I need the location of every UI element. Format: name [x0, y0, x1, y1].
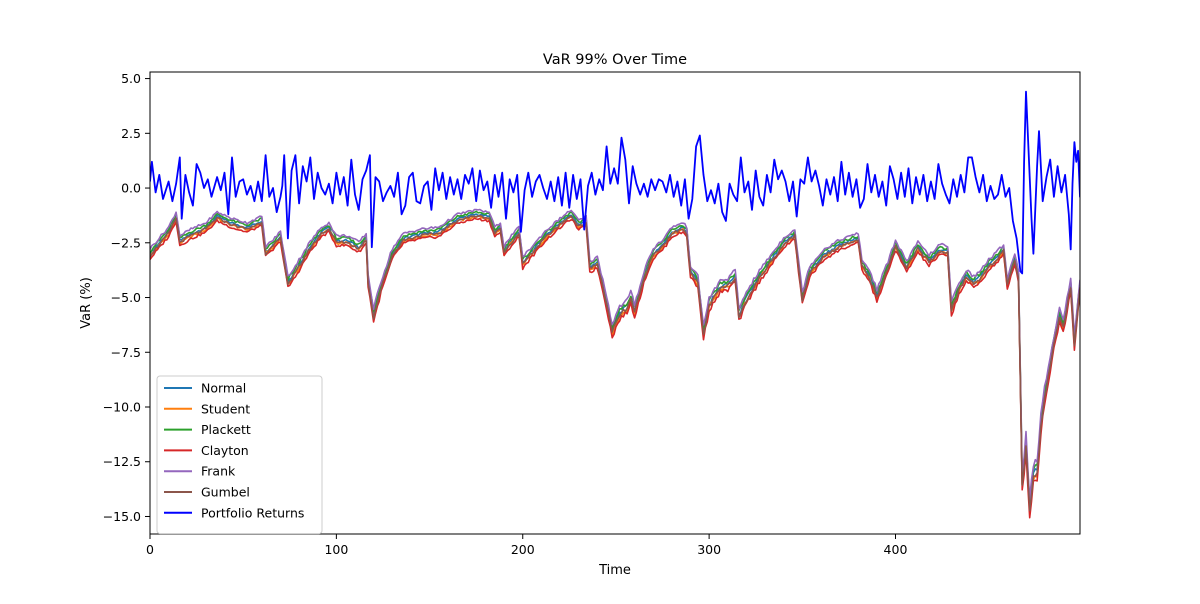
legend: Normal Student Plackett Clayton Frank Gumbel P…: [156, 375, 323, 535]
plot-frame: [149, 71, 1081, 535]
x-axis-label: Time: [598, 563, 631, 578]
legend-label: Clayton: [201, 443, 249, 458]
legend-label: Normal: [201, 381, 246, 396]
x-tick-label: 400: [884, 542, 908, 557]
legend-label: Portfolio Returns: [201, 505, 304, 520]
axes-layer: 0 100 200 300 400 5.0 2.5 0.0 −2.5 −5.0 −7.5 −10.0 −…: [103, 71, 1081, 557]
y-tick-label: −12.5: [103, 454, 141, 469]
x-tick-label: 0: [146, 542, 154, 557]
series-line-clayton: [150, 217, 1080, 519]
chart-title: VaR 99% Over Time: [543, 52, 687, 68]
y-tick-label: −7.5: [111, 345, 141, 360]
legend-label: Student: [201, 401, 250, 416]
y-tick-label: −2.5: [111, 235, 141, 250]
plot-area: [150, 90, 1080, 519]
series-layer: [150, 90, 1080, 519]
x-tick-label: 300: [697, 542, 721, 557]
y-tick-label: −10.0: [103, 400, 141, 415]
y-tick-label: 5.0: [121, 71, 141, 86]
y-tick-label: 2.5: [121, 126, 141, 141]
x-tick-label: 100: [324, 542, 348, 557]
legend-label: Gumbel: [201, 485, 250, 500]
series-line-portfolio-returns: [150, 90, 1080, 275]
legend-label: Plackett: [201, 422, 251, 437]
series-line-gumbel: [150, 214, 1080, 512]
y-axis-label: VaR (%): [79, 277, 94, 329]
series-line-frank: [150, 208, 1080, 501]
y-tick-label: −15.0: [103, 509, 141, 524]
x-tick-label: 200: [511, 542, 535, 557]
y-tick-label: 0.0: [121, 181, 141, 196]
y-tick-label: −5.0: [111, 290, 141, 305]
legend-label: Frank: [201, 464, 236, 479]
legend-box: [156, 375, 323, 535]
